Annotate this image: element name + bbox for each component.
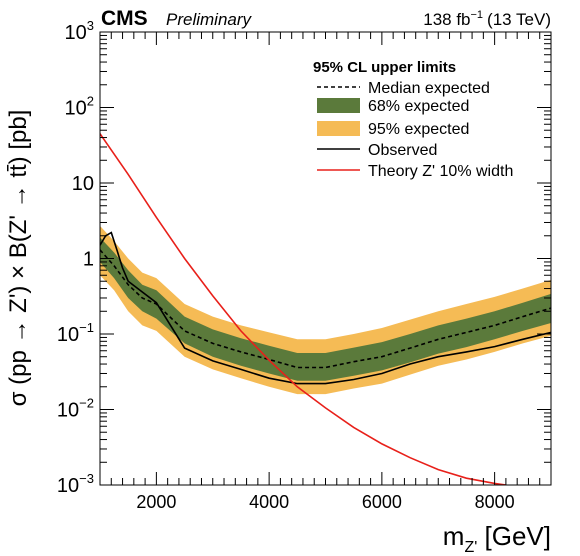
y-axis-ticks: 10−3 10−2 10−1 1 10 102 103 (57, 18, 551, 497)
median-expected-line (100, 249, 551, 369)
legend-95-swatch (317, 121, 360, 136)
y-tick-label: 1 (83, 249, 94, 271)
x-axis-title: mZ' [GeV] (443, 521, 551, 556)
legend-68-label: 68% expected (368, 98, 469, 115)
y-tick-label: 10−1 (57, 320, 94, 346)
band-68-expected (100, 237, 551, 381)
legend-theory-label: Theory Z' 10% width (368, 163, 513, 180)
status-label: Preliminary (166, 10, 253, 29)
lumi-value: 138 fb (423, 10, 470, 29)
x-tick-label: 8000 (475, 492, 515, 512)
y-tick-label: 10−3 (57, 471, 94, 497)
energy-value: (13 TeV) (487, 10, 551, 29)
y-axis-title: σ (pp → Z') × B(Z' → tt̄) [pb] (5, 110, 32, 407)
x-axis-ticks: 2000 4000 6000 8000 (110, 32, 541, 512)
legend-median-label: Median expected (368, 80, 490, 97)
experiment-label: CMS (101, 7, 148, 30)
y-tick-label: 10−2 (57, 396, 94, 422)
x-tick-label: 4000 (249, 492, 289, 512)
legend-title: 95% CL upper limits (313, 59, 456, 76)
x-tick-label: 2000 (136, 492, 176, 512)
theory-line (100, 133, 507, 485)
lumi-label: 138 fb−1 (13 TeV) (423, 9, 551, 29)
y-tick-label: 103 (65, 18, 94, 44)
lumi-exponent: −1 (471, 9, 484, 21)
y-tick-label: 102 (65, 94, 94, 120)
legend-95-label: 95% expected (368, 121, 469, 138)
y-tick-label: 10 (72, 173, 94, 195)
legend: 95% CL upper limits Median expected 68% … (313, 59, 513, 180)
x-tick-label: 6000 (362, 492, 402, 512)
legend-observed-label: Observed (368, 142, 437, 159)
observed-line (100, 231, 551, 385)
legend-68-swatch (317, 98, 360, 113)
